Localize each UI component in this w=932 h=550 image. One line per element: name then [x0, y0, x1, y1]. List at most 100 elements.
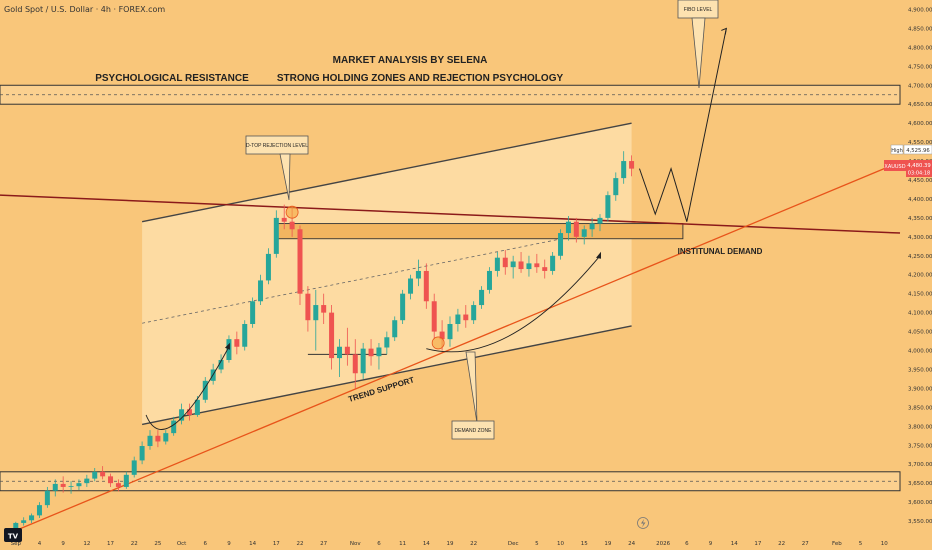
x-tick-label: 10 — [557, 541, 564, 547]
y-tick-label: 3,950.00 — [908, 367, 932, 373]
candle-body — [518, 261, 524, 270]
candle-body — [534, 263, 540, 268]
candle-body — [344, 346, 350, 355]
x-tick-label: 6 — [377, 541, 381, 547]
x-tick-label: 25 — [154, 541, 161, 547]
candle-body — [376, 347, 382, 357]
y-tick-label: 3,700.00 — [908, 462, 932, 468]
candle-body — [265, 253, 271, 281]
candle-body — [589, 223, 595, 230]
candle-body — [384, 337, 390, 348]
x-tick-label: 11 — [399, 541, 406, 547]
y-tick-label: 3,800.00 — [908, 424, 932, 430]
fibo-callout: FIBO LEVEL — [677, 0, 719, 89]
swing-arrow-left — [145, 346, 230, 430]
y-tick-label: 4,350.00 — [908, 216, 932, 222]
candle-body — [226, 339, 232, 360]
x-tick-label: Feb — [832, 541, 842, 547]
title-line-2: STRONG HOLDING ZONES AND REJECTION PSYCH… — [277, 73, 564, 84]
candle-body — [115, 483, 121, 487]
y-tick-label: 4,050.00 — [908, 330, 932, 336]
candle-body — [621, 161, 627, 179]
y-tick-label: 4,000.00 — [908, 349, 932, 355]
candle-body — [29, 515, 35, 521]
candle-body — [100, 471, 106, 477]
candle-body — [171, 420, 177, 434]
tradingview-logo[interactable]: TV — [4, 528, 22, 542]
candle-body — [250, 301, 256, 324]
candle-body — [336, 346, 342, 359]
swing-arrow-right — [426, 255, 601, 353]
candle-body — [60, 483, 66, 487]
candle-body — [44, 490, 50, 506]
candle-body — [186, 409, 192, 415]
candle-body — [281, 217, 287, 222]
x-tick-label: 4 — [38, 541, 42, 547]
lightning-icon[interactable] — [637, 517, 649, 529]
y-tick-label: 3,550.00 — [908, 519, 932, 525]
candle-body — [289, 221, 295, 230]
candle-body — [108, 476, 114, 484]
y-tick-label: 4,100.00 — [908, 311, 932, 317]
y-tick-label: 3,650.00 — [908, 481, 932, 487]
candle-body — [84, 478, 90, 484]
candle-body — [471, 305, 477, 321]
y-tick-label: 3,750.00 — [908, 443, 932, 449]
x-tick-label: 6 — [204, 541, 208, 547]
x-tick-label: 12 — [83, 541, 90, 547]
candle-body — [463, 314, 469, 321]
institutional-demand-zone — [275, 223, 684, 240]
bar-countdown: 03:04:18 — [908, 171, 930, 177]
svg-text:High: High — [891, 148, 903, 154]
candle-body — [36, 505, 42, 516]
candle-body — [179, 409, 185, 421]
channel-lower-line — [141, 325, 632, 426]
candle-body — [131, 460, 137, 475]
candle-body — [329, 312, 335, 359]
x-tick-label: 9 — [709, 541, 713, 547]
x-tick-label: 5 — [535, 541, 539, 547]
candle-body — [194, 399, 200, 415]
x-tick-label: 17 — [754, 541, 761, 547]
candle-body — [139, 446, 145, 461]
y-tick-label: 4,450.00 — [908, 178, 932, 184]
arrowhead-left — [224, 342, 230, 350]
price-tag: XAUUSD 4,480.39 03:04:18 — [884, 160, 932, 177]
candle-body — [202, 380, 208, 400]
candle-body — [408, 278, 414, 294]
candle-body — [605, 195, 611, 218]
x-tick-label: 22 — [131, 541, 138, 547]
candle-body — [147, 435, 153, 447]
candle-body — [297, 229, 303, 294]
trend-support-line — [15, 168, 885, 532]
candle-body — [486, 270, 492, 290]
candle-body — [321, 305, 327, 313]
y-tick-label: 4,400.00 — [908, 197, 932, 203]
candle-body — [52, 483, 58, 491]
candle-body — [597, 217, 603, 224]
candle-body — [242, 324, 248, 347]
y-tick-label: 4,800.00 — [908, 45, 932, 51]
projection-arrowhead — [721, 27, 727, 35]
x-tick-label: 5 — [859, 541, 863, 547]
candle-body — [360, 348, 366, 374]
candle-body — [439, 331, 445, 340]
y-tick-label: 4,700.00 — [908, 83, 932, 89]
candle-body — [415, 270, 421, 279]
demand-zone-label: DEMAND ZONE — [455, 428, 493, 434]
x-tick-label: 22 — [778, 541, 785, 547]
dtop-label: D-TOP REJECTION LEVEL — [246, 143, 308, 149]
candle-body — [313, 305, 319, 321]
fibo-label: FIBO LEVEL — [684, 7, 713, 13]
candle-body — [400, 293, 406, 321]
candle-body — [68, 486, 74, 487]
x-tick-label: 27 — [320, 541, 327, 547]
y-tick-label: 4,550.00 — [908, 140, 932, 146]
x-tick-label: 27 — [802, 541, 809, 547]
x-tick-label: 15 — [581, 541, 588, 547]
candle-body — [479, 289, 485, 306]
y-tick-label: 4,750.00 — [908, 64, 932, 70]
candle-body — [234, 339, 240, 347]
candle-body — [273, 217, 279, 254]
